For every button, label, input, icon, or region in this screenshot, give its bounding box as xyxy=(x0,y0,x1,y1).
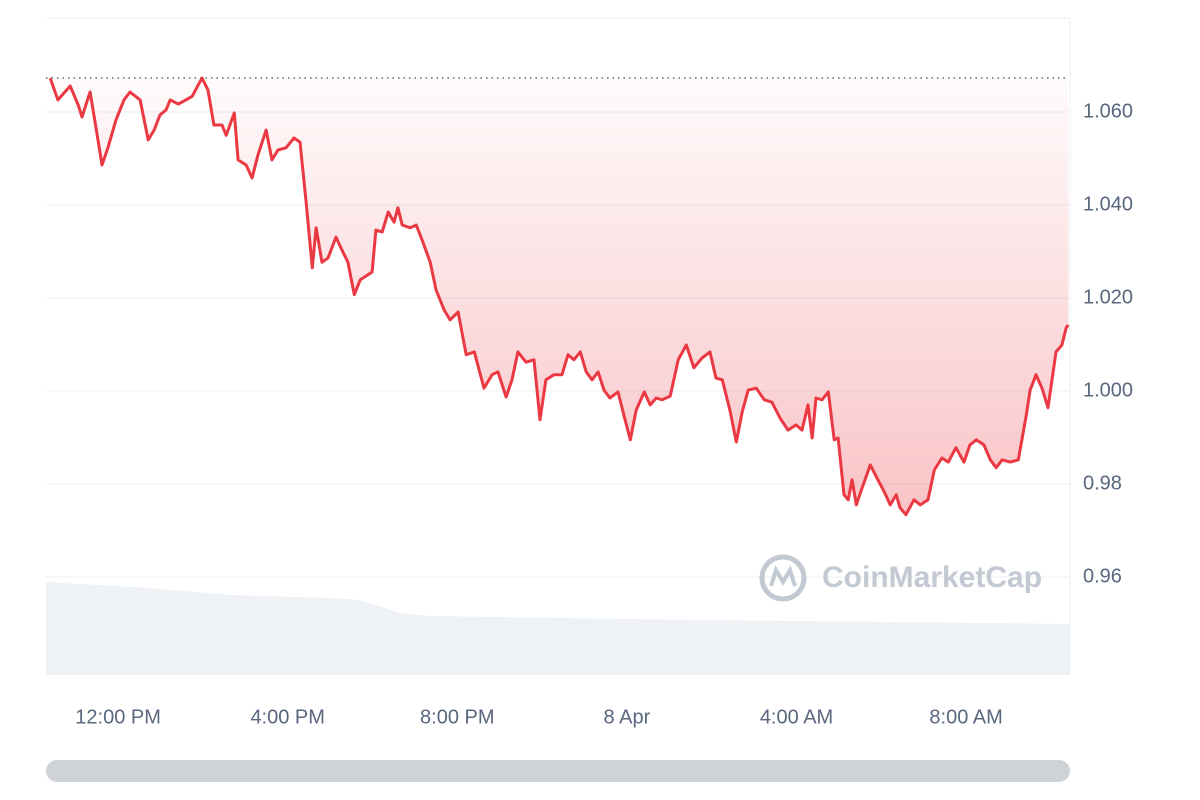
watermark-logo xyxy=(759,554,807,602)
x-tick-label: 8 Apr xyxy=(604,706,651,728)
y-tick-label: 1.000 xyxy=(1083,379,1133,401)
area-fill xyxy=(50,78,1069,515)
watermark-logo xyxy=(769,565,797,587)
y-tick-label: 0.96 xyxy=(1083,565,1122,587)
y-tick-label: 0.98 xyxy=(1083,472,1122,494)
y-tick-label: 1.040 xyxy=(1083,193,1133,215)
scrollbar[interactable] xyxy=(46,760,1070,782)
volume-area xyxy=(46,582,1070,675)
watermark: CoinMarketCap xyxy=(759,554,1042,602)
x-tick-label: 4:00 AM xyxy=(760,706,833,728)
x-tick-label: 8:00 AM xyxy=(929,706,1002,728)
price-line xyxy=(48,76,1070,517)
x-tick-label: 8:00 PM xyxy=(420,706,494,728)
y-tick-label: 1.020 xyxy=(1083,286,1133,308)
y-tick-label: 1.060 xyxy=(1083,100,1133,122)
x-tick-label: 4:00 PM xyxy=(250,706,324,728)
watermark-text: CoinMarketCap xyxy=(822,561,1042,594)
x-tick-label: 12:00 PM xyxy=(75,706,161,728)
